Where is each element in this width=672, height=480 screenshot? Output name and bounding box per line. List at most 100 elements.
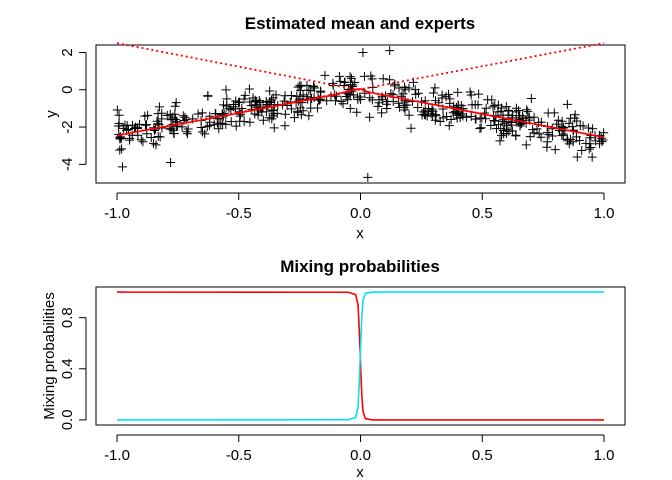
data-point xyxy=(568,137,578,147)
data-point xyxy=(400,105,410,115)
data-point xyxy=(322,96,332,106)
data-point xyxy=(514,106,524,116)
y-axis: -4 -2 0 2 xyxy=(59,48,87,171)
data-point xyxy=(404,83,414,93)
x-axis-label: x xyxy=(356,225,364,242)
x-axis-label: x xyxy=(356,464,364,480)
expert-lines xyxy=(116,42,605,139)
data-point xyxy=(581,138,591,148)
data-point xyxy=(534,129,544,139)
data-point xyxy=(363,172,373,182)
data-point xyxy=(498,126,508,136)
data-point xyxy=(493,107,503,117)
data-point xyxy=(151,140,161,150)
x-axis: -1.0 -0.5 0.0 0.5 1.0 xyxy=(104,434,614,464)
y-tick-label: 0.8 xyxy=(59,307,76,328)
data-point xyxy=(338,99,348,109)
data-point xyxy=(178,111,188,121)
x-axis: -1.0 -0.5 0.0 0.5 1.0 xyxy=(104,192,614,222)
data-point xyxy=(214,124,224,134)
data-point xyxy=(349,90,359,100)
data-point xyxy=(394,98,404,108)
data-point xyxy=(330,96,340,106)
data-point xyxy=(200,129,210,139)
data-point xyxy=(221,85,231,95)
plot-frame xyxy=(95,286,626,426)
data-point xyxy=(250,95,260,105)
data-point xyxy=(343,95,353,105)
data-point xyxy=(511,103,521,113)
data-point xyxy=(377,108,387,118)
data-point xyxy=(293,107,303,117)
data-point xyxy=(166,157,176,167)
data-point xyxy=(221,119,231,129)
data-point xyxy=(226,117,236,127)
data-point xyxy=(465,87,475,97)
data-point xyxy=(427,104,437,114)
data-point xyxy=(467,100,477,110)
data-point xyxy=(150,125,160,135)
data-point xyxy=(183,129,193,139)
data-point xyxy=(152,116,162,126)
x-tick-label: -0.5 xyxy=(226,205,252,222)
data-point xyxy=(496,131,506,141)
data-point xyxy=(133,123,143,133)
y-tick-label: 2 xyxy=(59,48,76,56)
data-point xyxy=(578,121,588,131)
observation-points xyxy=(112,46,609,182)
data-point xyxy=(286,104,296,114)
y-tick-label: 0 xyxy=(59,86,76,94)
data-point xyxy=(331,91,341,101)
data-point xyxy=(244,84,254,94)
data-point xyxy=(113,121,123,131)
data-point xyxy=(170,114,180,124)
data-point xyxy=(495,136,505,146)
data-point xyxy=(525,132,535,142)
data-point xyxy=(334,71,344,81)
data-point xyxy=(522,105,532,115)
data-point xyxy=(413,88,423,98)
y-tick-label: 0.4 xyxy=(59,358,76,379)
data-point xyxy=(169,128,179,138)
data-point xyxy=(269,109,279,119)
data-point xyxy=(430,115,440,125)
data-point xyxy=(231,96,241,106)
data-point xyxy=(508,111,518,121)
data-point xyxy=(153,109,163,119)
y-axis-label: Mixing probabilities xyxy=(41,292,58,420)
data-point xyxy=(304,85,314,95)
x-tick-label: -1.0 xyxy=(104,205,130,222)
data-point xyxy=(335,76,345,86)
data-point xyxy=(394,83,404,93)
data-point xyxy=(521,140,531,150)
data-point xyxy=(203,91,213,101)
data-point xyxy=(149,138,159,148)
data-point xyxy=(437,90,447,100)
data-point xyxy=(245,117,255,127)
data-point xyxy=(340,77,350,87)
data-point xyxy=(138,137,148,147)
data-point xyxy=(481,103,491,113)
panel-mean-and-experts: Estimated mean and experts x y -1.0 -0.5 0… xyxy=(43,14,626,242)
data-point xyxy=(428,88,438,98)
data-point xyxy=(374,95,384,105)
data-point xyxy=(296,110,306,120)
data-point xyxy=(345,103,355,113)
data-point xyxy=(402,100,412,110)
data-point xyxy=(544,130,554,140)
data-point xyxy=(422,111,432,121)
data-point xyxy=(502,124,512,134)
data-point xyxy=(428,106,438,116)
data-point xyxy=(441,92,451,102)
panel-mixing-probabilities: Mixing probabilities x Mixing probabilit… xyxy=(41,257,626,480)
data-point xyxy=(395,102,405,112)
data-point xyxy=(588,124,598,134)
data-point xyxy=(258,115,268,125)
data-point xyxy=(475,124,485,134)
data-point xyxy=(155,132,165,142)
data-point xyxy=(385,75,395,85)
data-point xyxy=(239,116,249,126)
y-axis: 0.0 0.4 0.8 xyxy=(59,307,87,430)
data-point xyxy=(125,133,135,143)
